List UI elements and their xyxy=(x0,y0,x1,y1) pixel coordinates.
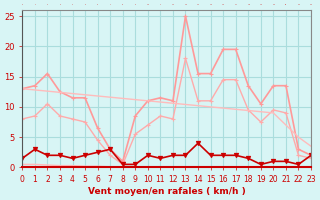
X-axis label: Vent moyen/en rafales ( km/h ): Vent moyen/en rafales ( km/h ) xyxy=(88,187,245,196)
